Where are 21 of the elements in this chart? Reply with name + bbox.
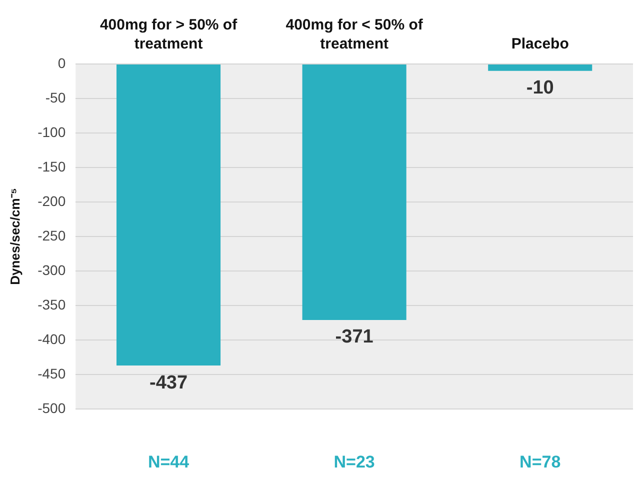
data-label: -437: [150, 372, 188, 394]
y-tick-label: 0: [58, 54, 66, 71]
text: N=44: [148, 452, 190, 472]
y-tick-label: -250: [38, 227, 66, 244]
y-tick-label: -150: [38, 158, 66, 174]
y-tick-label: -300: [38, 262, 66, 278]
x-tick-label: 400mg for > 50% of treatment: [100, 16, 238, 53]
text: N=23: [334, 452, 375, 472]
y-tick-label: -500: [38, 400, 66, 416]
y-tick-label: -200: [38, 192, 66, 209]
data-label: -10: [526, 78, 554, 99]
y-tick-label: -100: [38, 124, 66, 140]
data-label: -371: [335, 326, 374, 348]
y-tick-label: -400: [38, 330, 66, 347]
y-tick-label: -50: [45, 89, 66, 106]
x-tick-label: 400mg for < 50% of treatment: [286, 16, 424, 53]
y-tick-label: -350: [38, 296, 66, 312]
text: N=78: [520, 452, 561, 472]
x-tick-label: Placebo: [511, 36, 569, 53]
y-tick-label: -450: [38, 365, 66, 382]
y-axis-title: Dynes/sec/cm⁻⁵: [7, 188, 22, 285]
